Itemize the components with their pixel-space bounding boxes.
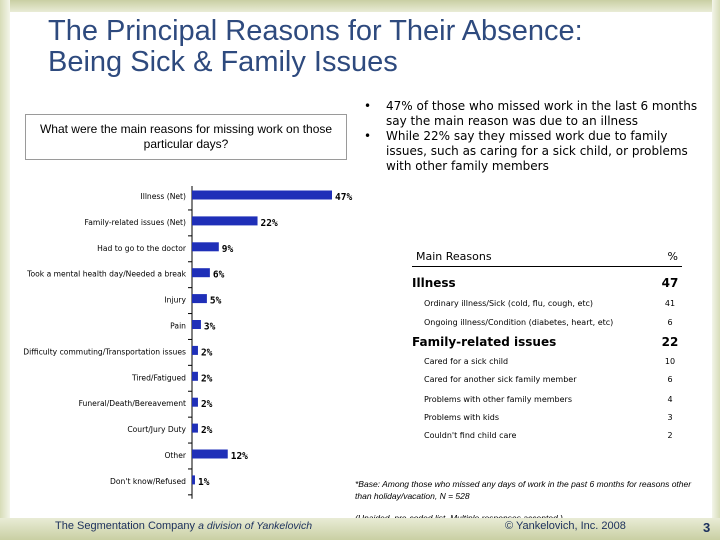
group-value: 22 [661,335,679,349]
chart-category-label: Had to go to the doctor [97,244,187,253]
group-label: Family-related issues [412,335,557,349]
table-row: Cared for a sick child 10 [412,357,682,366]
row-value: 6 [667,318,673,327]
chart-data-label: 22% [261,218,278,229]
row-label: Cared for another sick family member [424,375,577,384]
table-header-label: Main Reasons [416,250,492,263]
chart-data-label: 6% [213,270,225,281]
question-box: What were the main reasons for missing w… [25,114,347,160]
left-decor-bar [0,0,10,540]
top-decor-bar [0,0,720,12]
row-label: Cared for a sick child [424,357,509,366]
slide-title: The Principal Reasons for Their Absence:… [48,16,708,78]
chart-data-label: 9% [222,244,234,255]
bottom-decor-bar [0,518,720,540]
finding-bullet: While 22% say they missed work due to fa… [362,129,712,174]
chart-data-label: 12% [231,451,248,462]
chart-bar [192,216,258,226]
chart-bar [192,294,207,304]
chart-bar [192,268,210,278]
chart-category-label: Tired/Fatigued [131,373,186,382]
table-group-row: Illness 47 [412,276,682,290]
table-row: Problems with other family members 4 [412,395,682,404]
chart-bar [192,397,198,407]
row-label: Ordinary illness/Sick (cold, flu, cough,… [424,299,594,308]
table-header-pct: % [667,250,678,263]
row-value: 41 [664,299,676,308]
chart-data-label: 2% [201,425,213,436]
chart-data-label: 1% [198,477,210,488]
row-label: Problems with other family members [424,395,572,404]
chart-data-label: 5% [210,296,222,307]
copyright: © Yankelovich, Inc. 2008 [505,520,626,532]
chart-bar [192,320,201,329]
absence-reasons-bar-chart: Illness (Net) 47% Family-related issues (N… [23,186,352,499]
group-label: Illness [412,276,456,290]
row-label: Couldn't find child care [424,431,517,440]
row-value: 2 [667,431,673,440]
chart-category-label: Other [164,451,186,460]
chart-bar [192,345,198,355]
group-value: 47 [661,276,679,290]
slide-title-line-2: Being Sick & Family Issues [48,46,398,78]
page-number: 3 [703,520,711,535]
chart-bar [192,475,195,485]
table-row: Ongoing illness/Condition (diabetes, hea… [412,318,682,327]
chart-data-label: 2% [201,347,213,358]
company-credit: The Segmentation Company a division of Y… [55,520,312,532]
chart-data-label: 3% [204,322,216,333]
company-division: a division of Yankelovich [198,520,313,532]
chart-category-label: Court/Jury Duty [127,425,186,434]
chart-bar [192,423,198,433]
finding-bullet: 47% of those who missed work in the last… [362,99,712,129]
row-value: 3 [667,413,673,422]
chart-bar [192,190,332,200]
chart-category-label: Difficulty commuting/Transportation issu… [23,347,186,356]
chart-category-label: Don't know/Refused [110,477,186,486]
table-row: Ordinary illness/Sick (cold, flu, cough,… [412,299,682,308]
chart-category-label: Illness (Net) [140,192,186,201]
chart-data-label: 2% [201,399,213,410]
table-header: Main Reasons % [412,250,682,267]
table-row: Couldn't find child care 2 [412,431,682,440]
chart-category-label: Funeral/Death/Bereavement [79,399,186,408]
row-label: Ongoing illness/Condition (diabetes, hea… [424,318,614,327]
key-findings: 47% of those who missed work in the last… [362,99,712,174]
chart-data-label: 2% [201,373,213,384]
chart-data-label: 47% [335,192,352,203]
chart-bar [192,449,228,459]
chart-bar [192,371,198,381]
row-value: 10 [664,357,676,366]
chart-category-label: Pain [170,322,186,331]
table-group-row: Family-related issues 22 [412,335,682,349]
main-reasons-table: Main Reasons % Illness 47 Ordinary illne… [412,250,682,440]
chart-bar [192,242,219,252]
chart-category-label: Took a mental health day/Needed a break [26,270,186,279]
chart-category-label: Family-related issues (Net) [85,218,186,227]
table-row: Problems with kids 3 [412,413,682,422]
chart-category-label: Injury [164,296,186,305]
table-row: Cared for another sick family member 6 [412,375,682,384]
right-decor-bar [712,0,720,540]
company-name: The Segmentation Company [55,520,196,532]
slide-title-line-1: The Principal Reasons for Their Absence: [48,15,583,47]
footnote-base: *Base: Among those who missed any days o… [355,479,692,501]
row-value: 6 [667,375,673,384]
row-label: Problems with kids [424,413,500,422]
question-text: What were the main reasons for missing w… [39,122,333,151]
row-value: 4 [667,395,673,404]
